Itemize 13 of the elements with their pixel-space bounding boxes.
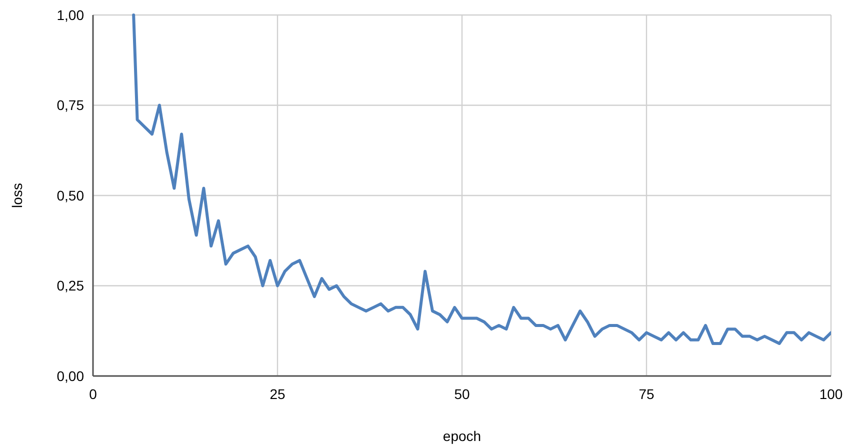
x-tick-label: 25 [270, 386, 286, 402]
y-tick-label: 0,50 [56, 187, 84, 204]
x-axis-title: epoch [442, 428, 482, 444]
y-tick-label: 0,00 [56, 368, 84, 384]
y-tick-label: 0,25 [56, 278, 84, 294]
x-tick-label: 0 [89, 386, 98, 402]
y-tick-label: 1,00 [56, 6, 84, 23]
x-tick-label: 75 [638, 386, 654, 402]
y-tick-label: 0,75 [56, 97, 84, 114]
x-tick-label: 100 [819, 386, 843, 402]
x-tick-label: 50 [454, 386, 470, 402]
y-axis-title: loss [9, 183, 25, 208]
line-series [132, 14, 831, 346]
